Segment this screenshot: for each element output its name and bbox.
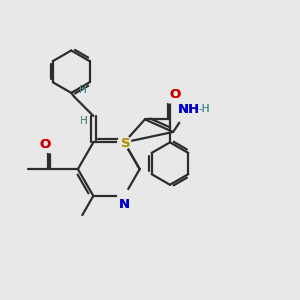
Text: H: H: [80, 116, 88, 126]
Text: H: H: [79, 85, 86, 95]
Text: O: O: [169, 88, 181, 101]
Circle shape: [118, 189, 131, 203]
Circle shape: [164, 90, 176, 103]
Text: S: S: [121, 137, 130, 150]
Text: NH: NH: [178, 103, 200, 116]
Text: H: H: [79, 85, 86, 95]
Text: NH: NH: [178, 103, 200, 116]
Text: O: O: [169, 88, 181, 101]
Circle shape: [176, 104, 195, 123]
Circle shape: [44, 140, 56, 153]
Text: S: S: [121, 137, 130, 150]
Text: N: N: [119, 198, 130, 211]
Text: O: O: [39, 138, 50, 151]
Text: -H: -H: [199, 104, 210, 114]
Text: H: H: [80, 116, 88, 126]
Text: -H: -H: [199, 104, 210, 114]
Text: N: N: [119, 198, 130, 211]
Text: O: O: [39, 138, 50, 151]
Circle shape: [118, 136, 131, 149]
